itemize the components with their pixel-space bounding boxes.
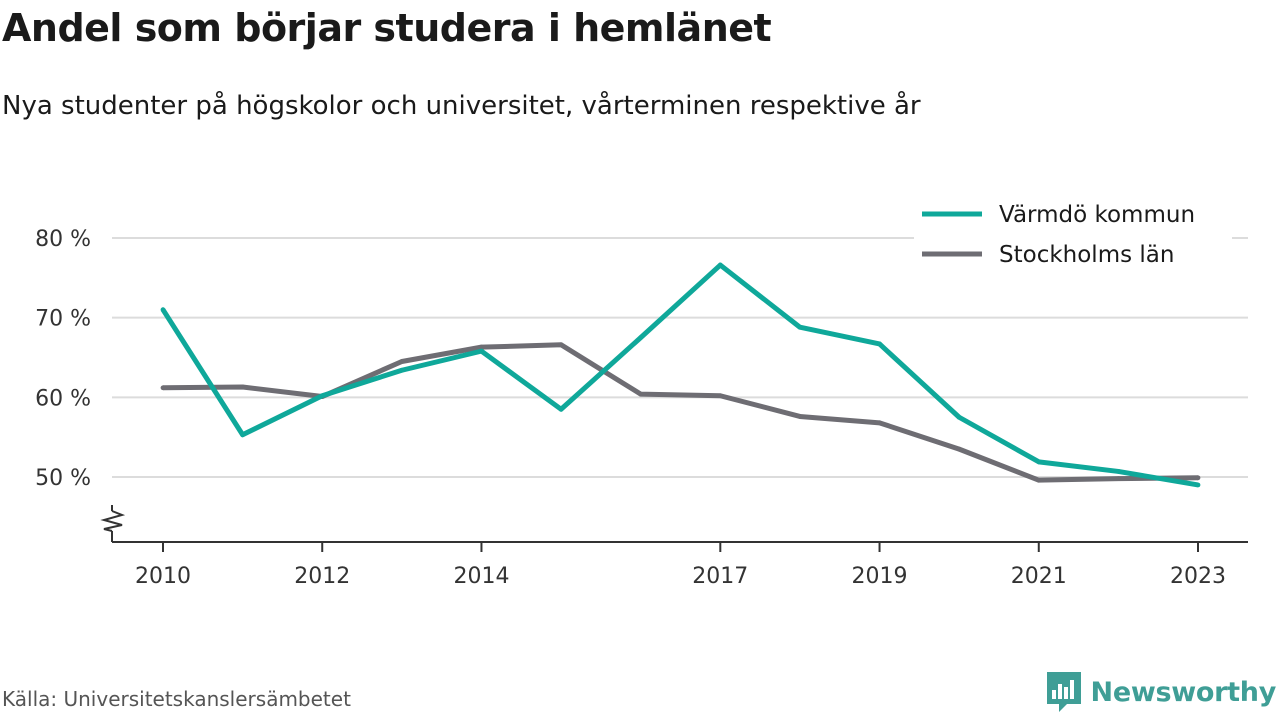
- data-point: [638, 335, 644, 340]
- chart-subtitle: Nya studenter på högskolor och universit…: [2, 91, 921, 121]
- chart-title: Andel som börjar studera i hemlänet: [2, 6, 772, 50]
- data-point: [797, 324, 803, 330]
- data-point: [1115, 469, 1121, 474]
- x-tick-label: 2017: [692, 564, 748, 589]
- data-point: [399, 367, 405, 373]
- data-point: [797, 414, 803, 419]
- data-point: [160, 307, 166, 313]
- x-axis-ticks: 2010 2012 2014 2017 2019 2021 2023: [135, 542, 1226, 589]
- x-tick-label: 2014: [453, 564, 509, 589]
- data-point: [319, 393, 325, 399]
- data-point: [240, 432, 246, 438]
- data-point: [877, 341, 882, 347]
- data-point: [956, 414, 962, 420]
- data-point: [479, 344, 484, 350]
- data-point: [1195, 482, 1201, 488]
- x-tick-label: 2019: [852, 564, 908, 589]
- data-point: [717, 262, 723, 268]
- brand-name: Newsworthy: [1090, 676, 1277, 708]
- y-tick-label: 70 %: [35, 307, 91, 332]
- data-point: [558, 406, 564, 412]
- axes: [100, 505, 1248, 543]
- data-point: [877, 420, 882, 426]
- x-tick-label: 2012: [294, 564, 350, 589]
- newsworthy-logo-icon: [1046, 672, 1081, 712]
- legend-label: Stockholms län: [999, 242, 1174, 268]
- data-point: [1195, 475, 1201, 481]
- brand-logo: Newsworthy: [1045, 670, 1276, 714]
- data-point: [717, 393, 723, 399]
- y-tick-label: 60 %: [35, 386, 91, 411]
- y-tick-label: 80 %: [35, 227, 91, 252]
- legend: Värmdö kommun Stockholms län: [914, 192, 1232, 278]
- axis-break-icon: [100, 510, 126, 532]
- legend-background: [914, 192, 1232, 278]
- data-point: [399, 359, 405, 364]
- x-tick-label: 2021: [1011, 564, 1067, 589]
- legend-label: Värmdö kommun: [999, 202, 1195, 228]
- x-tick-label: 2010: [135, 564, 191, 589]
- y-tick-label: 50 %: [35, 466, 91, 491]
- source-note: Källa: Universitetskanslersämbetet: [2, 687, 351, 711]
- data-point: [1036, 459, 1042, 465]
- series-lines: [160, 262, 1201, 488]
- data-point: [240, 384, 246, 390]
- data-point: [160, 385, 166, 391]
- data-point: [1115, 476, 1121, 481]
- data-point: [638, 391, 644, 397]
- data-point: [479, 348, 484, 354]
- data-point: [1036, 477, 1042, 483]
- data-point: [956, 446, 962, 452]
- data-point: [558, 342, 564, 348]
- series-line-varmdo: [160, 262, 1199, 488]
- x-tick-label: 2023: [1170, 564, 1226, 589]
- y-axis-ticks: 50 % 60 % 70 % 80 %: [35, 227, 91, 491]
